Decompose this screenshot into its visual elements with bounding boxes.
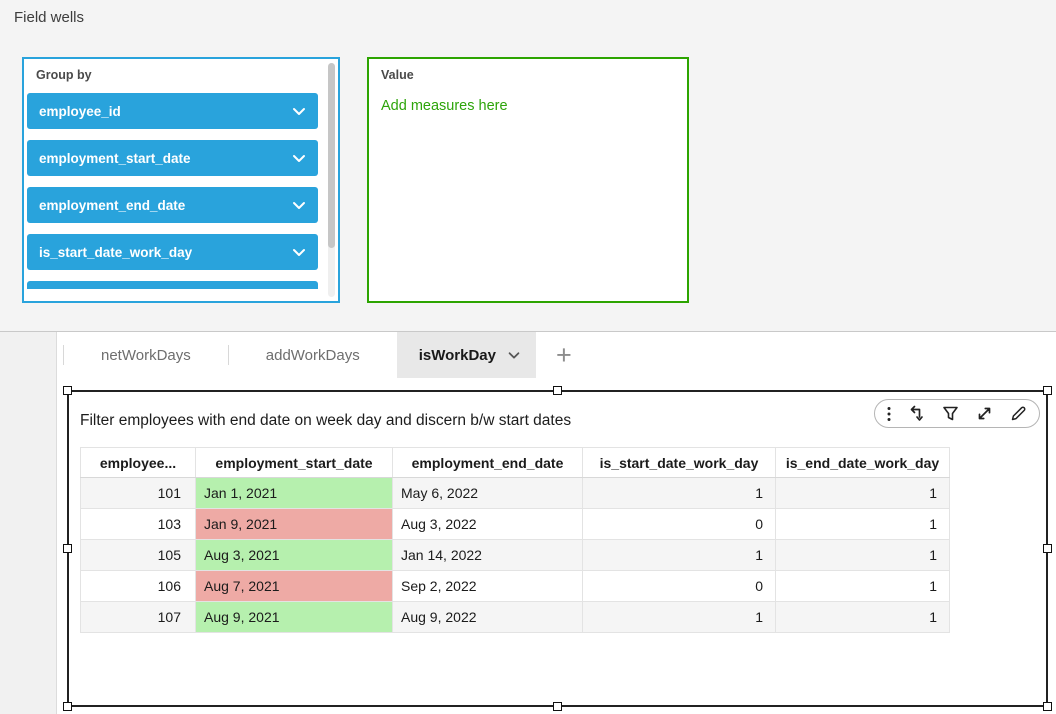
table-row: 101 Jan 1, 2021 May 6, 2022 1 1	[80, 477, 950, 509]
tab-networkdays[interactable]: netWorkDays	[101, 346, 191, 364]
field-wells-title: Field wells	[14, 9, 85, 26]
cell-employee-id: 105	[80, 539, 196, 571]
field-pill-label: employment_start_date	[39, 150, 191, 166]
resize-handle-top-left[interactable]	[63, 386, 72, 395]
tab-addworkdays[interactable]: addWorkDays	[265, 346, 360, 364]
table-visual[interactable]: Filter employees with end date on week d…	[63, 386, 1052, 711]
chevron-down-icon[interactable]	[290, 243, 308, 261]
resize-handle-middle-left[interactable]	[63, 543, 72, 553]
cell-employee-id: 101	[80, 477, 196, 509]
cell-is-end-work-day: 1	[775, 477, 950, 509]
cell-end-date: Aug 9, 2022	[392, 601, 583, 633]
cell-is-end-work-day: 1	[775, 539, 950, 571]
cell-is-start-work-day: 0	[582, 508, 776, 540]
cell-is-end-work-day: 1	[775, 508, 950, 540]
cell-employee-id: 106	[80, 570, 196, 602]
table-header-row: employee... employment_start_date employ…	[80, 447, 950, 478]
table-row: 107 Aug 9, 2021 Aug 9, 2022 1 1	[80, 601, 950, 633]
chevron-down-icon[interactable]	[290, 149, 308, 167]
col-header-employee-id[interactable]: employee...	[80, 447, 196, 478]
field-wells-panel: Field wells Group by employee_id employm…	[0, 0, 1056, 331]
field-pill-label: is_start_date_work_day	[39, 244, 193, 260]
cell-end-date: May 6, 2022	[392, 477, 583, 509]
chevron-down-icon[interactable]	[290, 102, 308, 120]
sheet-tab-bar: netWorkDays addWorkDays isWorkDay +	[57, 332, 1056, 378]
sort-icon[interactable]	[907, 404, 926, 423]
table-row: 103 Jan 9, 2021 Aug 3, 2022 0 1	[80, 508, 950, 540]
filter-icon[interactable]	[941, 404, 960, 423]
value-field-well[interactable]: Value Add measures here	[367, 57, 689, 303]
resize-handle-middle-right[interactable]	[1043, 543, 1052, 553]
resize-handle-bottom-right[interactable]	[1043, 702, 1052, 711]
value-label: Value	[381, 68, 414, 82]
col-header-employment-start-date[interactable]: employment_start_date	[195, 447, 393, 478]
add-sheet-button[interactable]: +	[555, 339, 572, 370]
field-pill-employment-start-date[interactable]: employment_start_date	[27, 140, 318, 176]
data-table: employee... employment_start_date employ…	[80, 447, 950, 633]
section-divider	[0, 331, 1056, 332]
value-placeholder: Add measures here	[381, 98, 508, 114]
cell-end-date: Jan 14, 2022	[392, 539, 583, 571]
cell-start-date-highlighted: Jan 1, 2021	[195, 477, 393, 509]
sheet-canvas: netWorkDays addWorkDays isWorkDay + Filt…	[0, 332, 1056, 714]
group-by-pill-list: employee_id employment_start_date employ…	[27, 93, 318, 289]
cell-is-start-work-day: 0	[582, 570, 776, 602]
cell-employee-id: 107	[80, 601, 196, 633]
col-header-is-end-date-work-day[interactable]: is_end_date_work_day	[775, 447, 950, 478]
field-pill-is-end-date-work-day[interactable]: is_end_date_work_day	[27, 281, 318, 289]
cell-employee-id: 103	[80, 508, 196, 540]
field-pill-is-start-date-work-day[interactable]: is_start_date_work_day	[27, 234, 318, 270]
chevron-down-icon[interactable]	[290, 196, 308, 214]
col-header-is-start-date-work-day[interactable]: is_start_date_work_day	[582, 447, 776, 478]
cell-is-start-work-day: 1	[582, 539, 776, 571]
resize-handle-bottom-left[interactable]	[63, 702, 72, 711]
cell-end-date: Aug 3, 2022	[392, 508, 583, 540]
edit-pencil-icon[interactable]	[1009, 404, 1028, 423]
resize-handle-top-middle[interactable]	[552, 386, 562, 395]
group-by-scrollbar[interactable]	[328, 63, 335, 297]
cell-start-date-highlighted: Aug 9, 2021	[195, 601, 393, 633]
menu-icon[interactable]	[886, 405, 892, 423]
visual-toolbar	[874, 399, 1040, 428]
cell-is-start-work-day: 1	[582, 477, 776, 509]
tab-separator	[63, 345, 64, 365]
cell-is-start-work-day: 1	[582, 601, 776, 633]
tab-isworkday[interactable]: isWorkDay	[396, 332, 536, 378]
tab-separator	[227, 345, 229, 365]
cell-start-date-highlighted: Aug 3, 2021	[195, 539, 393, 571]
resize-handle-bottom-middle[interactable]	[552, 702, 562, 711]
canvas-left-margin	[0, 332, 57, 714]
chevron-down-icon[interactable]	[506, 347, 522, 363]
table-row: 106 Aug 7, 2021 Sep 2, 2022 0 1	[80, 570, 950, 602]
col-header-employment-end-date[interactable]: employment_end_date	[392, 447, 583, 478]
cell-start-date-highlighted: Jan 9, 2021	[195, 508, 393, 540]
field-pill-employment-end-date[interactable]: employment_end_date	[27, 187, 318, 223]
cell-start-date-highlighted: Aug 7, 2021	[195, 570, 393, 602]
resize-handle-top-right[interactable]	[1043, 386, 1052, 395]
visual-title: Filter employees with end date on week d…	[80, 412, 572, 429]
field-pill-label: employment_end_date	[39, 197, 186, 213]
group-by-field-well[interactable]: Group by employee_id employment_start_da…	[22, 57, 340, 303]
maximize-icon[interactable]	[975, 404, 994, 423]
cell-is-end-work-day: 1	[775, 570, 950, 602]
cell-is-end-work-day: 1	[775, 601, 950, 633]
cell-end-date: Sep 2, 2022	[392, 570, 583, 602]
field-pill-employee-id[interactable]: employee_id	[27, 93, 318, 129]
field-pill-label: employee_id	[39, 103, 121, 119]
table-row: 105 Aug 3, 2021 Jan 14, 2022 1 1	[80, 539, 950, 571]
scrollbar-thumb[interactable]	[328, 63, 335, 248]
group-by-label: Group by	[36, 68, 92, 82]
tab-label: isWorkDay	[418, 346, 496, 364]
